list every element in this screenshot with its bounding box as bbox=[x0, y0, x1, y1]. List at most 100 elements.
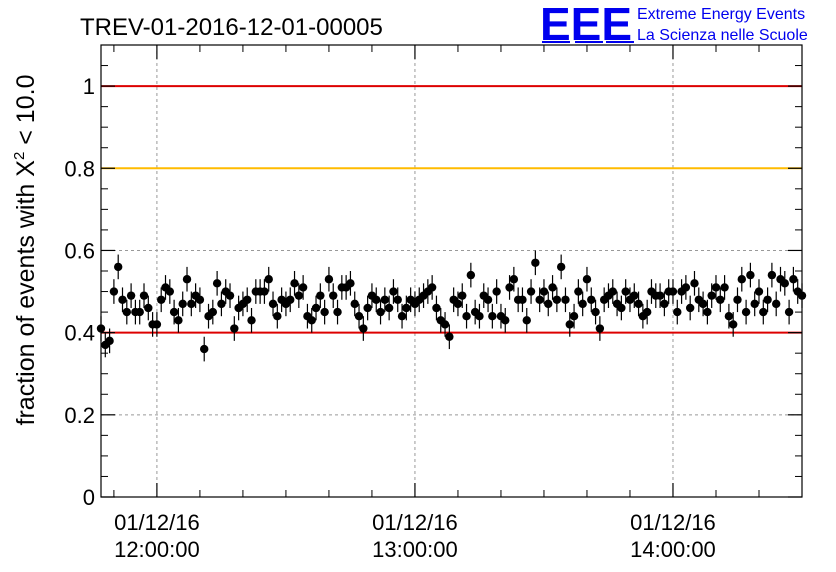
data-point bbox=[243, 295, 252, 304]
y-axis-label-symbol: X bbox=[12, 160, 40, 177]
data-point bbox=[212, 279, 222, 288]
data-point bbox=[363, 303, 372, 313]
data-point bbox=[703, 307, 712, 317]
data-point bbox=[690, 279, 699, 288]
data-point bbox=[763, 295, 772, 304]
data-point bbox=[771, 299, 781, 309]
data-point bbox=[359, 324, 368, 333]
data-point bbox=[294, 291, 304, 300]
data-point bbox=[728, 320, 738, 329]
data-point bbox=[561, 295, 570, 304]
data-point bbox=[789, 275, 798, 284]
data-point bbox=[458, 291, 467, 300]
data-point bbox=[518, 295, 527, 304]
y-axis-label-suffix: < 10.0 bbox=[12, 75, 40, 145]
data-point bbox=[135, 307, 144, 317]
data-point bbox=[208, 307, 218, 317]
y-axis-label: fraction of events with X2 < 10.0 bbox=[2, 75, 40, 426]
data-point bbox=[556, 262, 566, 272]
data-point bbox=[483, 295, 493, 304]
data-point bbox=[402, 303, 411, 313]
y-tick-label: 1 bbox=[83, 74, 95, 99]
data-point bbox=[707, 291, 716, 300]
data-point bbox=[273, 312, 282, 321]
data-point bbox=[122, 307, 132, 317]
logo-line2: La Scienza nelle Scuole bbox=[637, 27, 808, 44]
data-point bbox=[157, 295, 166, 304]
data-point bbox=[582, 275, 592, 284]
data-point bbox=[784, 307, 794, 317]
data-point bbox=[552, 295, 562, 304]
data-point bbox=[505, 283, 514, 292]
data-point bbox=[574, 287, 583, 296]
data-point bbox=[544, 299, 553, 309]
y-axis-label-prefix: fraction of events with bbox=[12, 184, 40, 426]
data-point bbox=[247, 316, 256, 325]
data-point bbox=[668, 287, 678, 296]
data-point bbox=[475, 312, 484, 321]
data-point bbox=[350, 299, 359, 309]
data-point bbox=[427, 283, 437, 292]
data-points bbox=[96, 250, 807, 362]
data-point bbox=[384, 303, 394, 313]
data-point bbox=[608, 287, 617, 296]
data-point bbox=[634, 299, 643, 309]
data-point bbox=[307, 316, 316, 325]
data-point bbox=[200, 344, 209, 354]
data-point bbox=[509, 275, 519, 284]
data-point bbox=[225, 291, 235, 300]
logo-bar bbox=[575, 41, 603, 43]
data-point bbox=[741, 307, 751, 317]
data-point bbox=[376, 307, 385, 317]
data-point bbox=[501, 316, 510, 325]
data-point bbox=[548, 283, 557, 292]
data-point bbox=[587, 295, 596, 304]
chart-title: TREV-01-2016-12-01-00005 bbox=[80, 14, 383, 41]
data-point bbox=[333, 307, 342, 317]
data-point bbox=[617, 303, 626, 313]
data-point bbox=[114, 262, 123, 272]
data-point bbox=[397, 312, 407, 321]
y-tick-label: 0.6 bbox=[64, 238, 95, 263]
y-tick-label: 0.2 bbox=[64, 403, 95, 428]
data-point bbox=[316, 291, 325, 300]
data-point bbox=[169, 307, 179, 317]
data-point bbox=[174, 316, 183, 325]
data-point bbox=[488, 312, 497, 321]
data-point bbox=[716, 295, 725, 304]
data-point bbox=[673, 307, 682, 317]
data-point bbox=[535, 295, 544, 304]
data-point bbox=[346, 279, 355, 288]
data-point bbox=[217, 299, 226, 309]
reference-lines bbox=[101, 85, 802, 334]
x-tick-date: 01/12/16 bbox=[372, 510, 458, 535]
y-axis-label-sup: 2 bbox=[11, 152, 28, 160]
data-point bbox=[754, 287, 764, 296]
logo-bar bbox=[606, 41, 634, 43]
data-point bbox=[187, 299, 196, 309]
x-tick-date: 01/12/16 bbox=[630, 510, 716, 535]
data-point bbox=[118, 295, 127, 304]
data-point bbox=[432, 303, 441, 313]
data-point bbox=[311, 303, 321, 313]
data-point bbox=[492, 287, 501, 296]
data-point bbox=[531, 258, 540, 267]
data-point bbox=[569, 312, 579, 321]
y-tick-label: 0 bbox=[83, 485, 95, 510]
data-point bbox=[750, 299, 759, 309]
data-point bbox=[720, 283, 729, 292]
data-point bbox=[144, 303, 153, 313]
x-tick-time: 14:00:00 bbox=[630, 537, 716, 562]
data-point bbox=[372, 295, 381, 304]
data-point bbox=[746, 270, 755, 280]
data-point bbox=[621, 287, 630, 296]
data-point bbox=[126, 291, 136, 300]
data-point bbox=[539, 287, 549, 296]
data-point bbox=[462, 312, 471, 321]
data-point bbox=[685, 303, 695, 313]
data-point bbox=[724, 312, 734, 321]
data-point bbox=[681, 283, 691, 292]
x-tick-date: 01/12/16 bbox=[114, 510, 200, 535]
data-point bbox=[445, 332, 454, 341]
